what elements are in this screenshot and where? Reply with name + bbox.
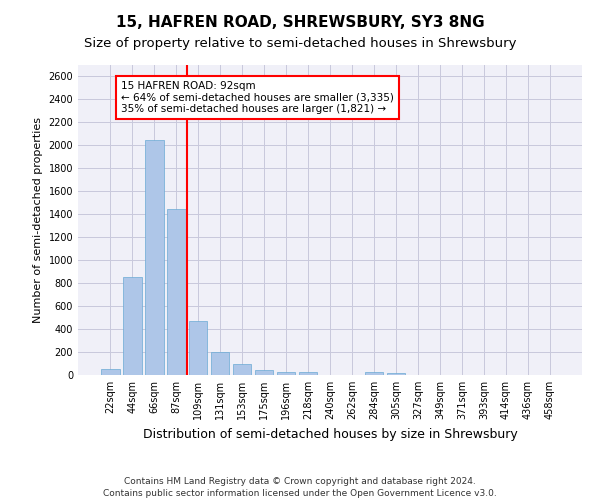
Text: 15 HAFREN ROAD: 92sqm
← 64% of semi-detached houses are smaller (3,335)
35% of s: 15 HAFREN ROAD: 92sqm ← 64% of semi-deta… xyxy=(121,81,394,114)
X-axis label: Distribution of semi-detached houses by size in Shrewsbury: Distribution of semi-detached houses by … xyxy=(143,428,517,440)
Bar xyxy=(145,140,164,375)
Bar xyxy=(255,370,274,375)
Y-axis label: Number of semi-detached properties: Number of semi-detached properties xyxy=(33,117,43,323)
Bar xyxy=(123,278,142,375)
Text: 15, HAFREN ROAD, SHREWSBURY, SY3 8NG: 15, HAFREN ROAD, SHREWSBURY, SY3 8NG xyxy=(116,15,484,30)
Bar xyxy=(233,364,251,375)
Bar xyxy=(277,372,295,375)
Bar xyxy=(386,372,405,375)
Bar xyxy=(101,370,119,375)
Bar xyxy=(211,352,229,375)
Bar xyxy=(189,321,208,375)
Bar xyxy=(299,372,317,375)
Text: Size of property relative to semi-detached houses in Shrewsbury: Size of property relative to semi-detach… xyxy=(84,38,516,51)
Text: Contains HM Land Registry data © Crown copyright and database right 2024.
Contai: Contains HM Land Registry data © Crown c… xyxy=(103,476,497,498)
Bar xyxy=(167,208,185,375)
Bar xyxy=(365,372,383,375)
